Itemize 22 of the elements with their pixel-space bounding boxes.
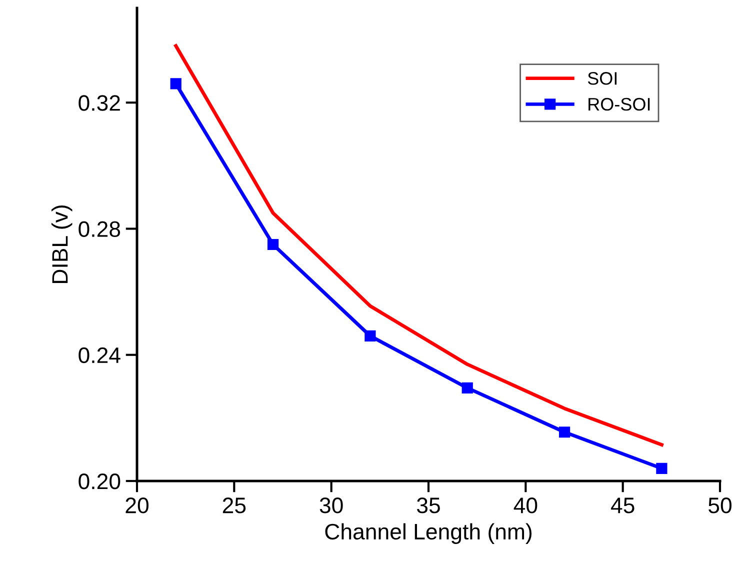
point (364, 330, 376, 342)
x-tick-label: 30 (320, 498, 343, 514)
y-axis-title: DIBL (v) (52, 206, 72, 284)
x-tick-label: 40 (514, 498, 538, 514)
point (170, 78, 182, 90)
point (656, 462, 668, 474)
y-tick-label: 0.20 (78, 474, 120, 490)
point (462, 382, 473, 394)
x-tick-label: 35 (416, 498, 440, 514)
x-tick-label: 50 (708, 498, 732, 514)
point (558, 426, 570, 438)
y-tick-label: 0.24 (78, 347, 120, 364)
x-tick-label: 25 (222, 498, 246, 514)
y-tick-label: 0.32 (78, 95, 120, 111)
x-tick-label: 45 (610, 498, 634, 514)
x-axis-title: Channel Length (nm) (325, 523, 532, 544)
x-tick-label: 20 (126, 498, 148, 514)
legend-label: RO-SOI (588, 98, 650, 111)
legend-label: SOI (588, 72, 617, 85)
y-tick-label: 0.28 (78, 221, 120, 238)
line-series (174, 44, 664, 446)
point (267, 238, 279, 250)
